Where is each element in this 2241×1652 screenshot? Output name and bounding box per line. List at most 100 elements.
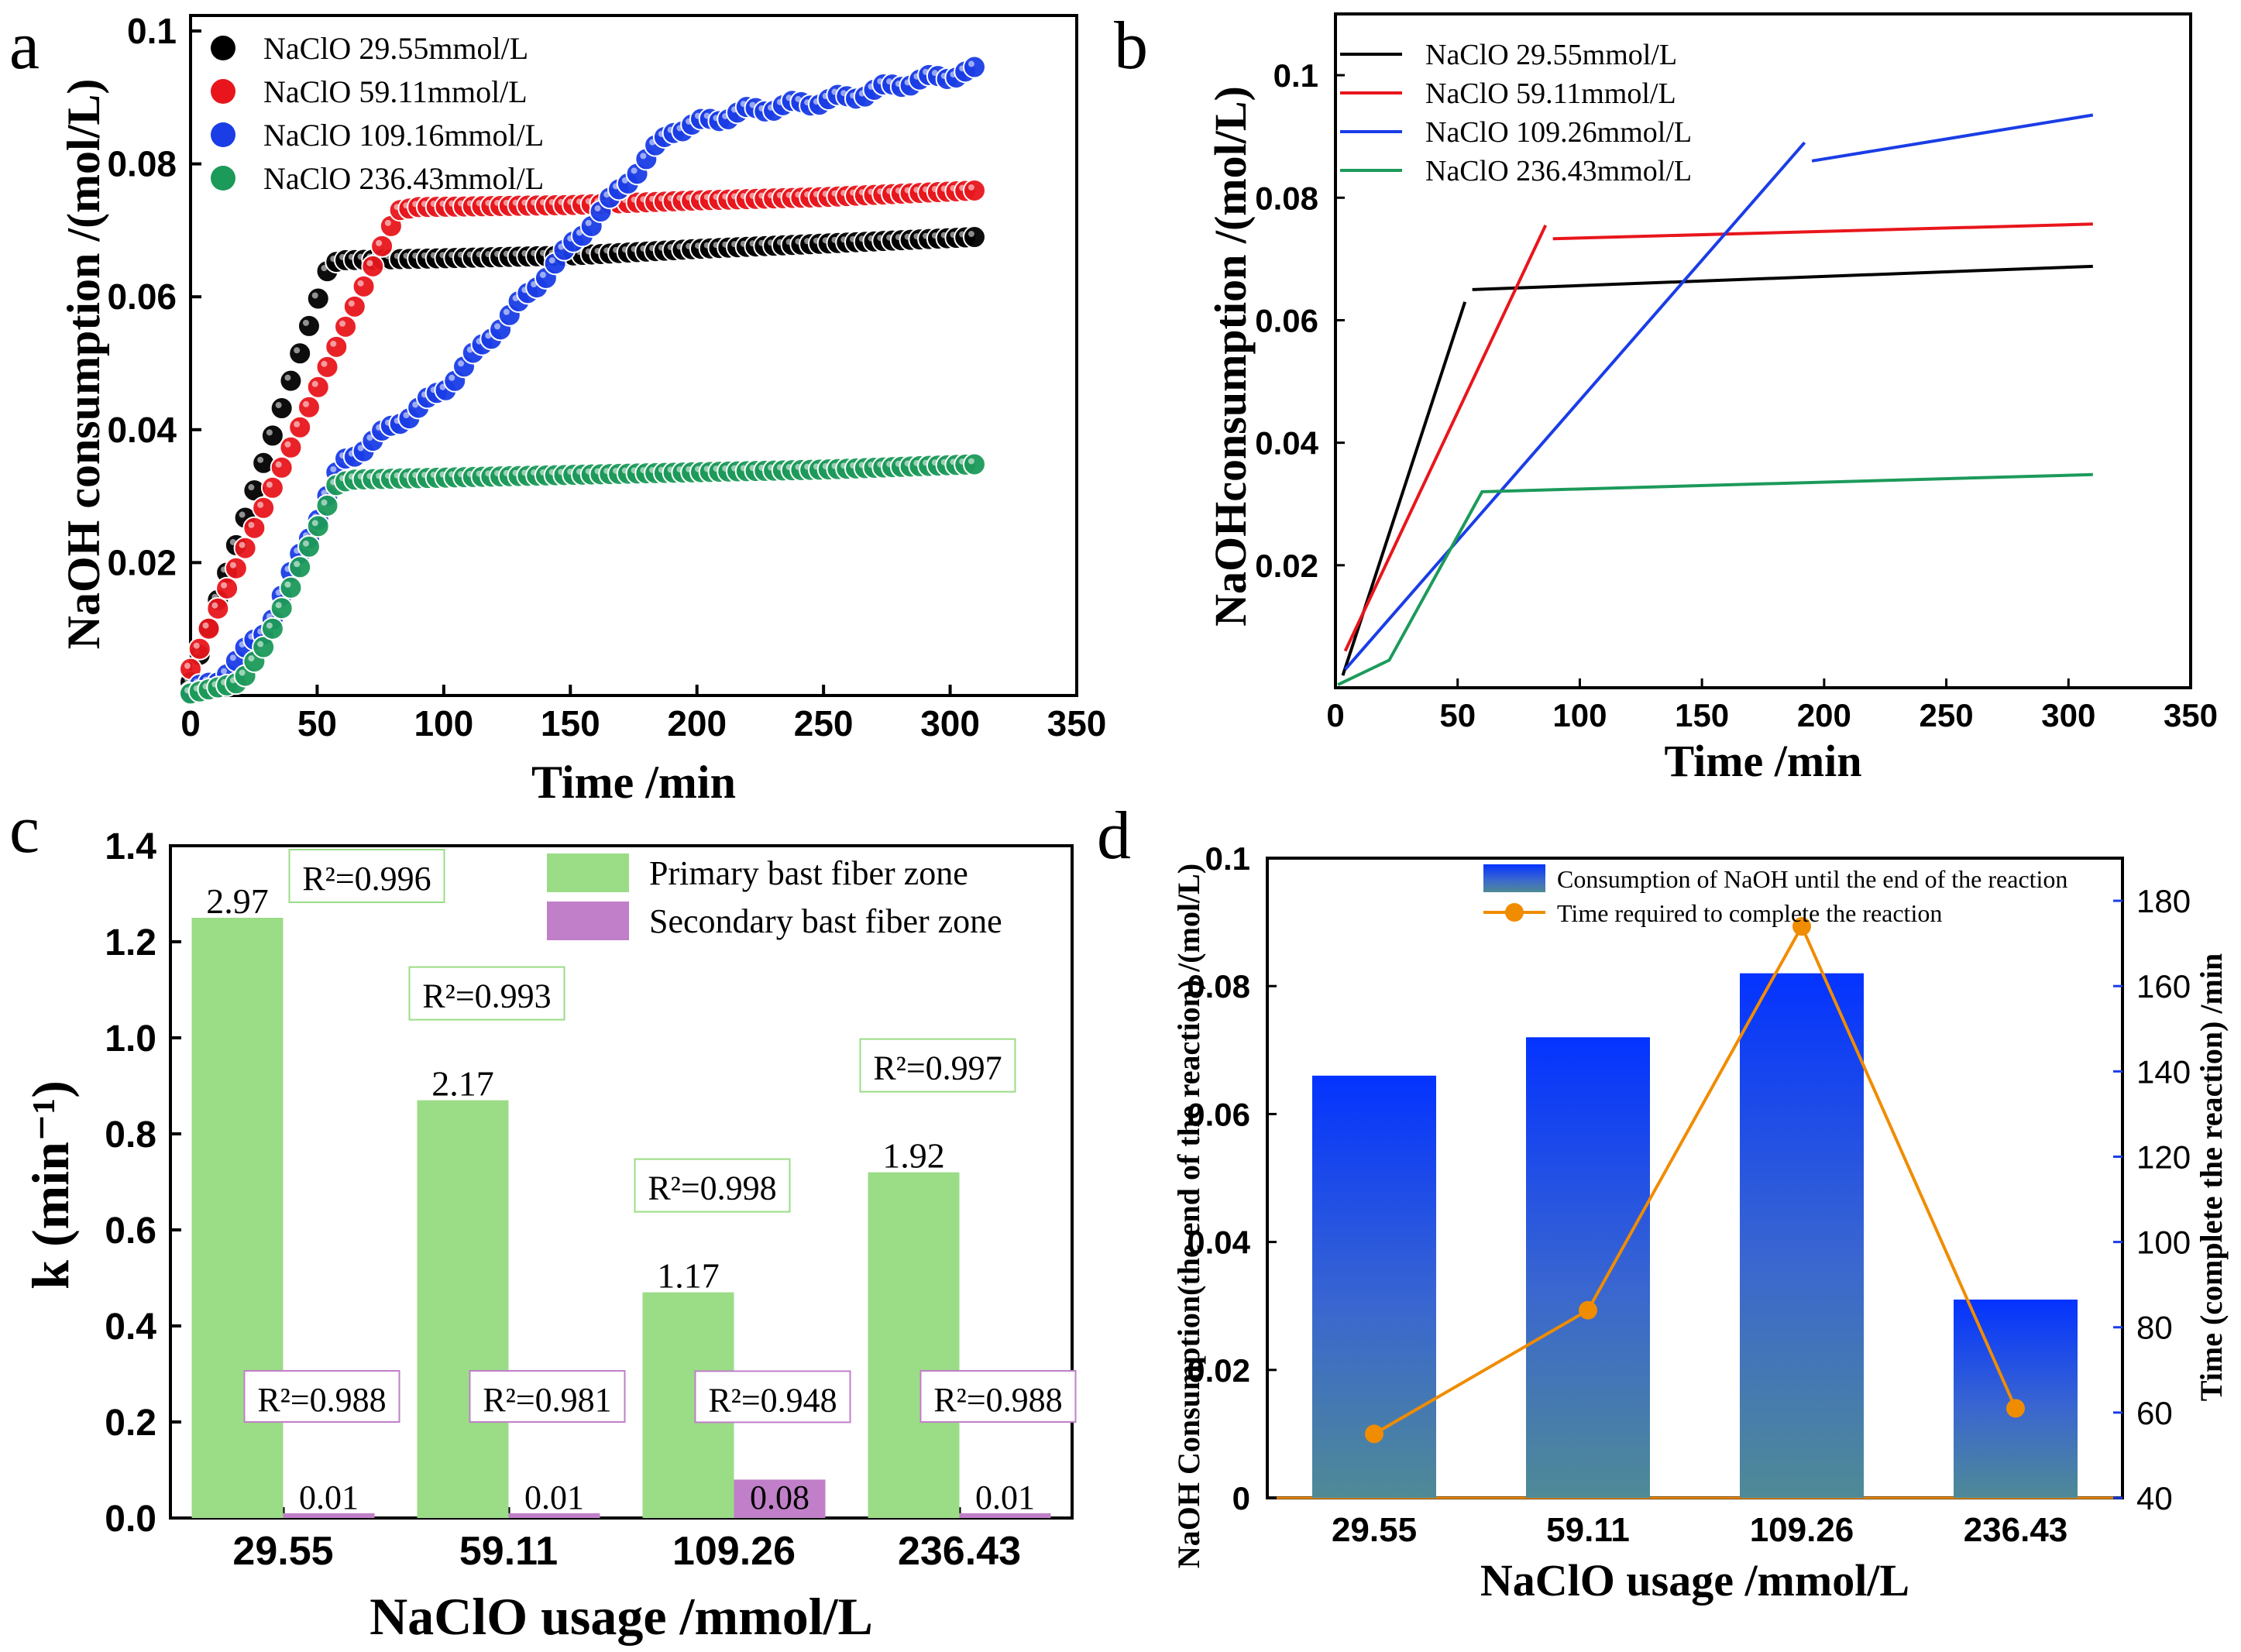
point-highlight-a xyxy=(321,499,328,506)
series-line-b xyxy=(1344,141,1806,671)
r2-box-secondary-c xyxy=(919,1370,1077,1423)
data-point-a xyxy=(252,635,276,659)
point-highlight-a xyxy=(321,360,328,367)
x-tick-label-a: 100 xyxy=(414,703,473,744)
point-highlight-a xyxy=(439,383,446,390)
series-line-b xyxy=(1343,225,1548,652)
point-highlight-a xyxy=(968,231,974,238)
bar-value-label-c: 2.97 xyxy=(206,881,269,921)
data-point-a xyxy=(270,596,294,620)
bar-naoh-d xyxy=(1740,973,1864,1498)
legend-label-b: NaClO 29.55mmol/L xyxy=(1425,39,1677,71)
data-point-a xyxy=(962,452,986,476)
legend-label-c: Primary bast fiber zone xyxy=(649,854,968,892)
r2-label-secondary-c: R²=0.948 xyxy=(708,1381,837,1419)
point-highlight-a xyxy=(202,622,209,629)
point-highlight-a xyxy=(366,259,373,266)
point-highlight-a xyxy=(275,461,282,468)
time-point-d xyxy=(1792,917,1811,936)
y-tick-label-c: 0.0 xyxy=(105,1499,156,1540)
y-tick-label-d: 0.08 xyxy=(1187,968,1250,1005)
y-tick-label-c: 1.2 xyxy=(105,922,156,963)
point-highlight-a xyxy=(531,281,538,288)
legend-marker-a xyxy=(211,36,235,60)
time-point-d xyxy=(1365,1424,1383,1444)
y-tick-label-right-d: 180 xyxy=(2136,883,2191,919)
r2-label-secondary-c: R²=0.988 xyxy=(257,1381,386,1419)
data-point-a xyxy=(279,575,303,599)
point-highlight-a xyxy=(585,219,592,226)
bar-value-label-c: 2.17 xyxy=(431,1064,494,1104)
point-highlight-a xyxy=(503,308,510,315)
point-highlight-a xyxy=(211,602,218,609)
series-line-b xyxy=(1552,222,2093,241)
x-axis-label-a: Time /min xyxy=(531,757,736,808)
r2-box-secondary-c xyxy=(243,1370,400,1423)
point-highlight-a xyxy=(403,412,410,419)
point-highlight-a xyxy=(229,654,236,661)
point-highlight-a xyxy=(485,332,492,339)
y-tick-label-c: 0.6 xyxy=(105,1211,156,1252)
y-tick-label-right-d: 60 xyxy=(2136,1395,2173,1431)
data-point-a xyxy=(342,294,366,318)
point-highlight-a xyxy=(330,465,337,472)
x-tick-label-b: 150 xyxy=(1675,697,1729,733)
point-highlight-a xyxy=(239,669,246,676)
data-point-a xyxy=(352,274,376,298)
point-highlight-a xyxy=(548,257,555,264)
y-tick-label-right-d: 80 xyxy=(2136,1310,2173,1346)
bar-secondary-c xyxy=(508,1513,600,1518)
panel-label-a: a xyxy=(9,9,40,84)
plot-frame-b xyxy=(1334,12,2192,689)
point-highlight-a xyxy=(248,484,255,491)
data-point-a xyxy=(297,314,321,338)
point-highlight-a xyxy=(311,520,318,527)
legend-label-a: NaClO 29.55mmol/L xyxy=(263,31,528,66)
panel-label-b: b xyxy=(1114,9,1148,84)
panel-label-c: c xyxy=(9,792,40,867)
bar-value-label-c: 0.01 xyxy=(299,1479,359,1516)
data-point-a xyxy=(962,55,986,79)
point-highlight-a xyxy=(239,511,246,518)
y-axis-label-c: k (min⁻¹) xyxy=(21,1080,80,1290)
data-point-a xyxy=(260,476,284,500)
y-axis-label-right-d: Time (complete the reaction) /min xyxy=(2194,953,2229,1401)
point-highlight-a xyxy=(284,441,291,448)
legend-label-c: Secondary bast fiber zone xyxy=(649,902,1002,940)
panel-b-chart: 0 50 100 150 200 250 300 350 0.02 0.04 0.06 0.08 0.1… xyxy=(1205,12,2218,786)
x-tick-label-a: 0 xyxy=(180,703,201,744)
r2-box-primary-c xyxy=(859,1038,1016,1093)
x-tick-label-b: 250 xyxy=(1920,697,1974,733)
legend-marker-a xyxy=(211,166,235,191)
data-point-a xyxy=(306,514,330,538)
data-point-a xyxy=(206,596,230,620)
data-point-a xyxy=(270,455,294,479)
y-tick-label-a: 0.04 xyxy=(107,410,177,450)
point-highlight-a xyxy=(348,300,355,307)
point-highlight-a xyxy=(266,481,273,488)
point-highlight-a xyxy=(248,521,255,528)
y-tick-label-a: 0.02 xyxy=(107,542,177,582)
data-point-a xyxy=(306,375,330,399)
r2-label-primary-c: R²=0.997 xyxy=(873,1049,1002,1087)
r2-label-secondary-c: R²=0.981 xyxy=(483,1381,611,1419)
y-tick-label-right-d: 160 xyxy=(2136,968,2191,1005)
point-highlight-a xyxy=(302,319,309,326)
bar-value-label-c: 0.08 xyxy=(750,1479,809,1516)
y-tick-label-d: 0.1 xyxy=(1205,840,1250,877)
point-highlight-a xyxy=(357,445,364,452)
point-highlight-a xyxy=(257,641,264,647)
x-tick-label-a: 150 xyxy=(541,703,600,744)
x-tick-label-b: 350 xyxy=(2164,697,2218,733)
x-category-label-d: 236.43 xyxy=(1964,1511,2068,1549)
bar-secondary-c xyxy=(734,1479,826,1518)
point-highlight-a xyxy=(357,280,364,287)
point-highlight-a xyxy=(229,562,236,568)
bar-value-label-c: 0.01 xyxy=(975,1479,1035,1516)
point-highlight-a xyxy=(248,655,255,662)
y-tick-label-right-d: 120 xyxy=(2136,1139,2191,1175)
point-highlight-a xyxy=(576,229,583,236)
x-tick-label-a: 350 xyxy=(1047,703,1107,744)
